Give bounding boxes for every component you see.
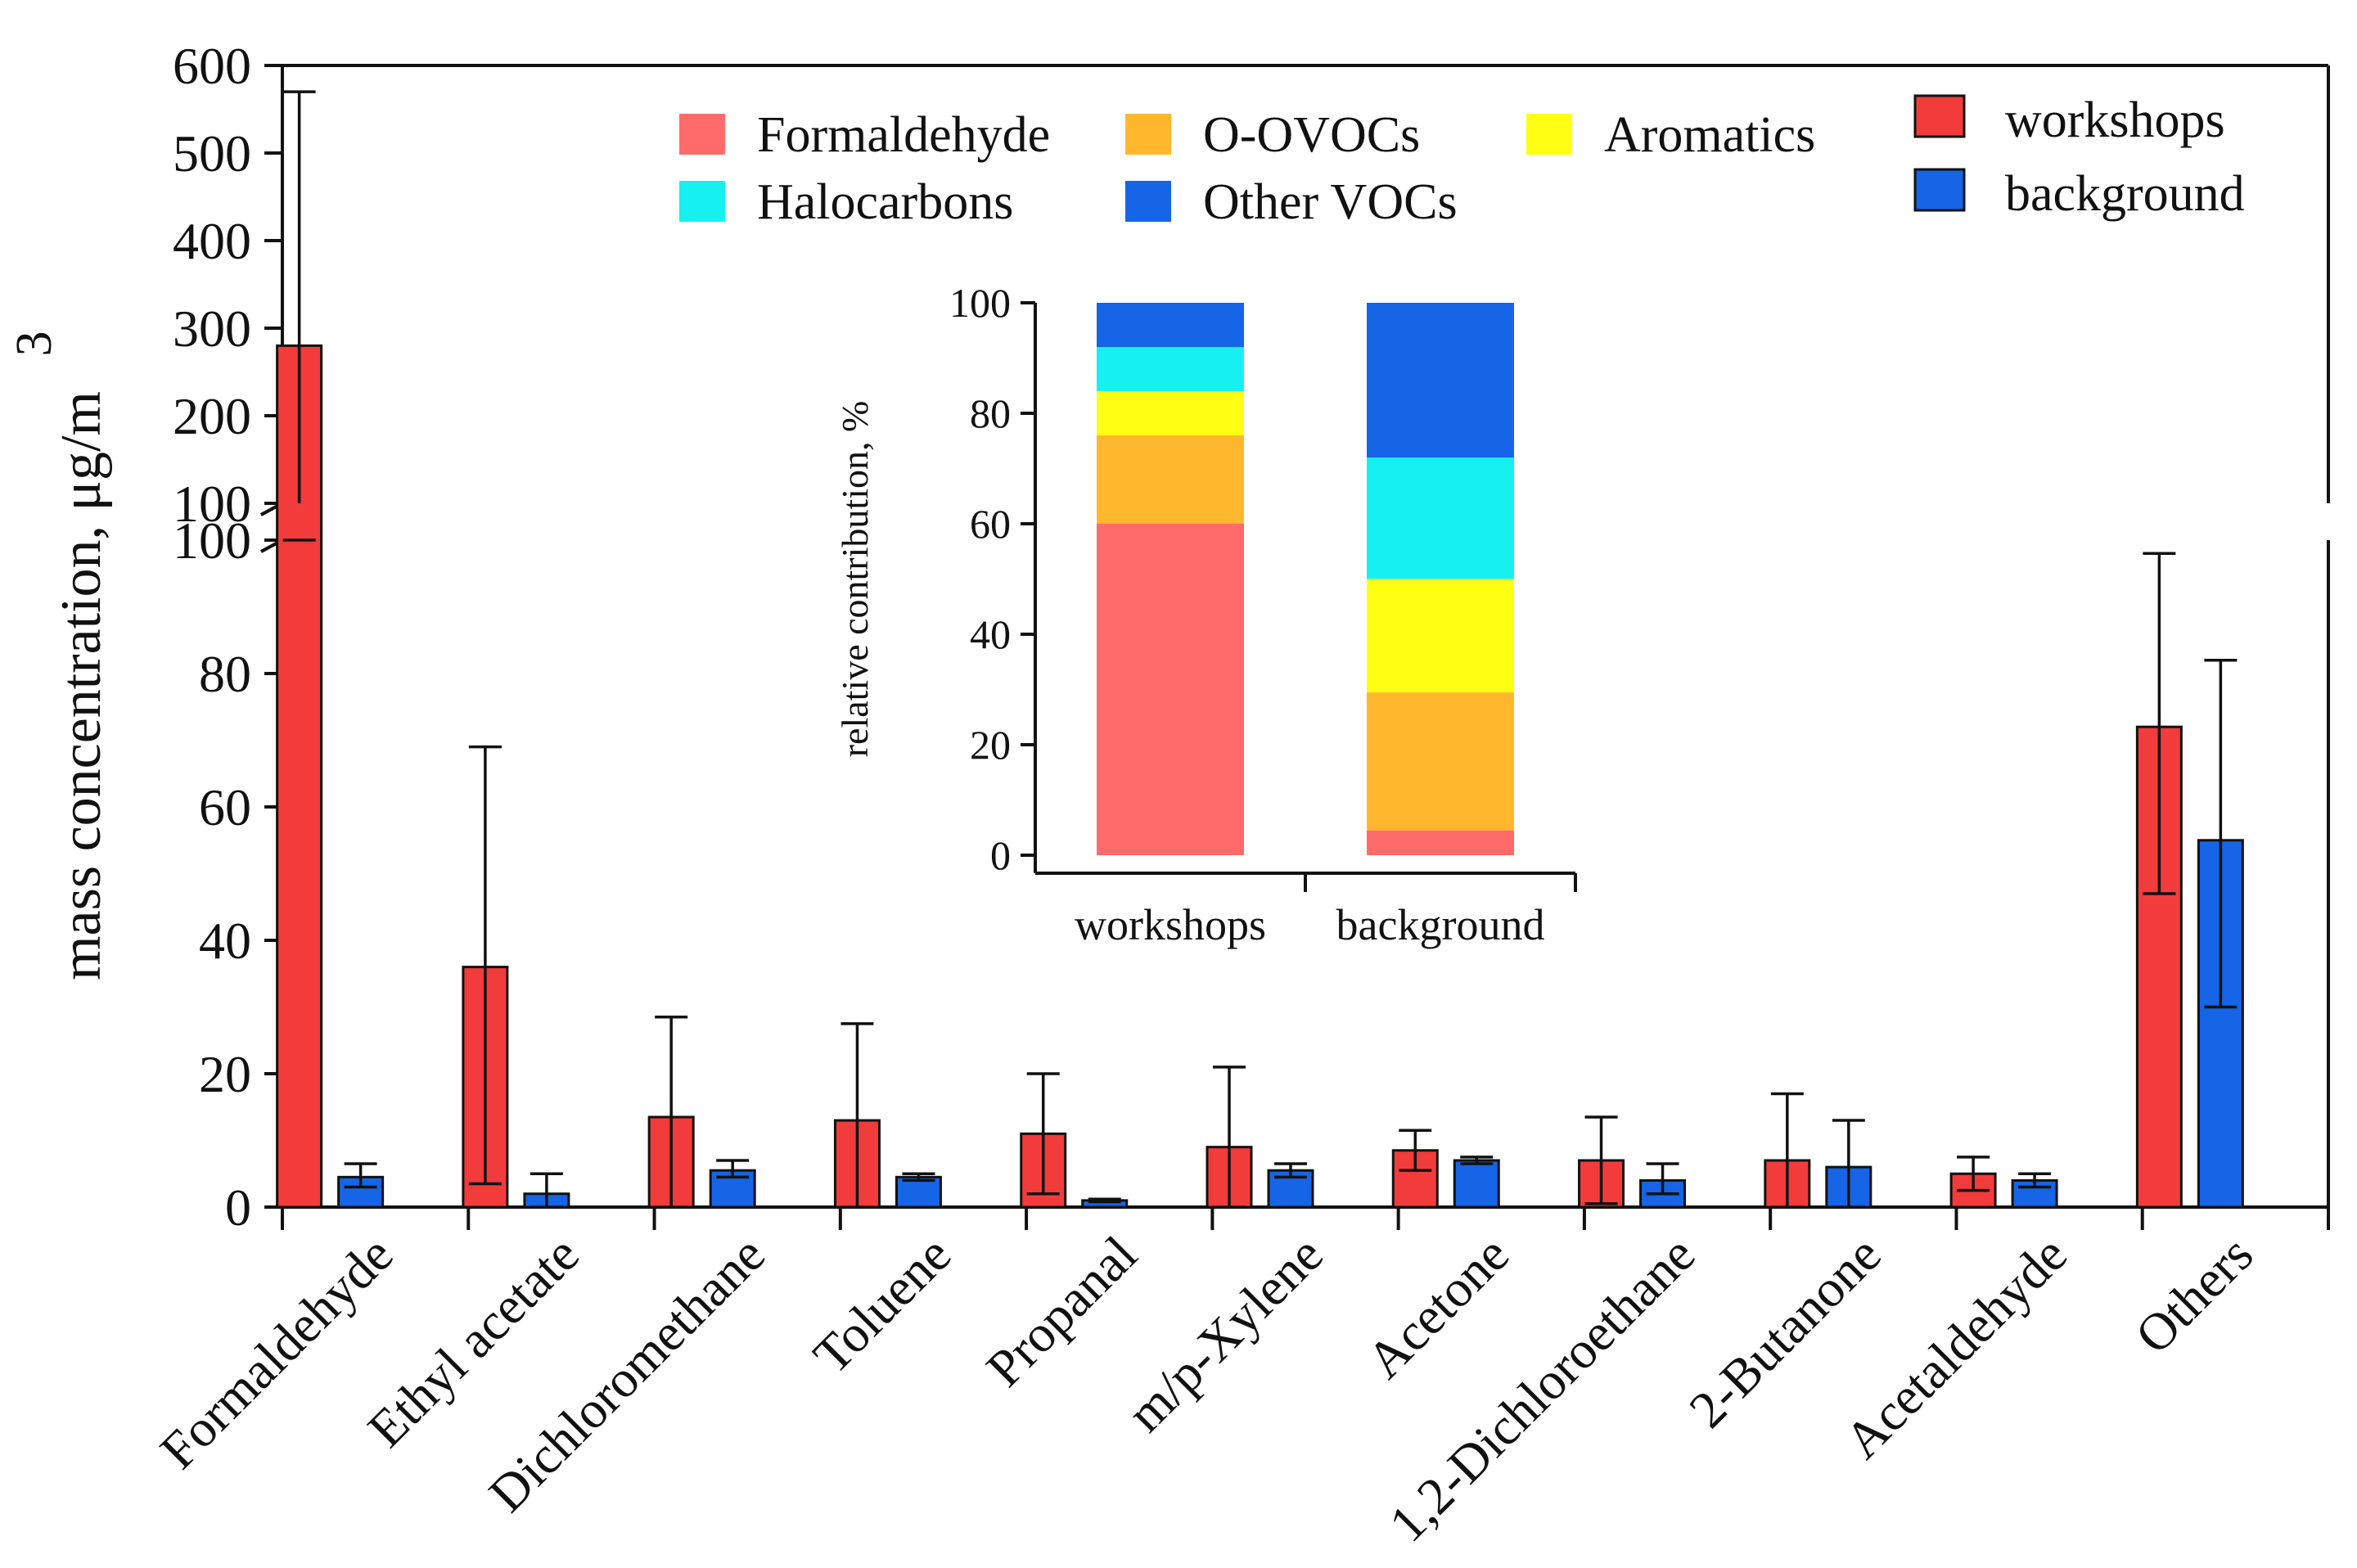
inset-y-tick-label: 0 [990,832,1011,878]
legend: Formaldehyde O-OVOCs Aromatics Halocarbons O… [679,92,2245,230]
legend-label: Formaldehyde [757,107,1050,163]
inset-segment-other-vocs [1097,303,1244,347]
y-tick-label: 80 [199,645,251,703]
x-category-label: Formaldehyde [149,1225,404,1480]
inset-segment-aromatics [1097,391,1244,435]
legend-swatch-workshops [1913,94,1966,138]
legend-swatch-o-ovocs [1125,114,1171,155]
legend-swatch-other-vocs [1125,181,1171,222]
inset-category-label: background [1336,900,1545,949]
inset-segment-o-ovocs [1097,435,1244,524]
inset-segment-halocarbons [1367,457,1514,579]
inset-segment-aromatics [1367,579,1514,692]
legend-label: Halocarbons [757,174,1013,230]
inset-y-tick-label: 20 [970,722,1011,768]
y-tick-label: 500 [173,124,251,182]
x-category-label: Toluene [802,1225,962,1385]
inset-y-axis-title: relative contribution, % [834,401,876,758]
y-tick-label: 100 [173,511,251,570]
legend-label: O-OVOCs [1203,107,1420,163]
legend-swatch-formaldehyde [679,114,725,155]
inset-y-tick-label: 60 [970,501,1011,547]
inset-segment-formaldehyde [1367,830,1514,855]
x-category-label: 1,2-Dichloroethane [1378,1225,1706,1553]
y-tick-label: 20 [199,1045,251,1103]
y-tick-label: 300 [173,300,251,358]
y-tick-label: 60 [199,778,251,836]
y-tick-label: 100 [173,475,251,533]
y-tick-label: 40 [199,912,251,970]
inset-y-tick-label: 40 [970,611,1011,657]
inset-segment-o-ovocs [1367,692,1514,831]
legend-label: Other VOCs [1203,174,1458,230]
x-category-label: m/p-Xylene [1116,1225,1334,1443]
inset-segment-halocarbons [1097,347,1244,391]
bar-background [1453,1159,1500,1209]
legend-label: background [2005,166,2245,222]
x-category-label: Others [2124,1225,2264,1365]
y-tick-label: 600 [173,37,251,95]
y-tick-label: 400 [173,212,251,270]
inset-y-tick-label: 100 [949,280,1011,326]
legend-swatch-halocarbons [679,181,725,222]
inset-category-label: workshops [1075,900,1266,949]
bar-workshops [1391,1149,1439,1209]
y-tick-label: 200 [173,387,251,445]
inset-y-tick-label: 80 [970,390,1011,436]
inset-segment-other-vocs [1367,303,1514,457]
x-category-label: Acetone [1355,1225,1520,1390]
legend-label: workshops [2005,92,2225,148]
x-category-label: Propanal [976,1225,1148,1398]
y-tick-label: 0 [225,1178,251,1237]
y-axis-title-superscript: 3 [7,331,62,357]
legend-swatch-aromatics [1526,114,1572,155]
legend-label: Aromatics [1604,107,1815,163]
bar-background [895,1175,942,1209]
inset-segment-formaldehyde [1097,524,1244,855]
main-error-bars [282,90,2238,1209]
y-axis-title: mass concentration, μg/m [50,391,113,980]
legend-swatch-background [1913,168,1966,212]
inset-chart: 0 20 40 60 80 100 relative contribution, % work… [806,254,1592,949]
